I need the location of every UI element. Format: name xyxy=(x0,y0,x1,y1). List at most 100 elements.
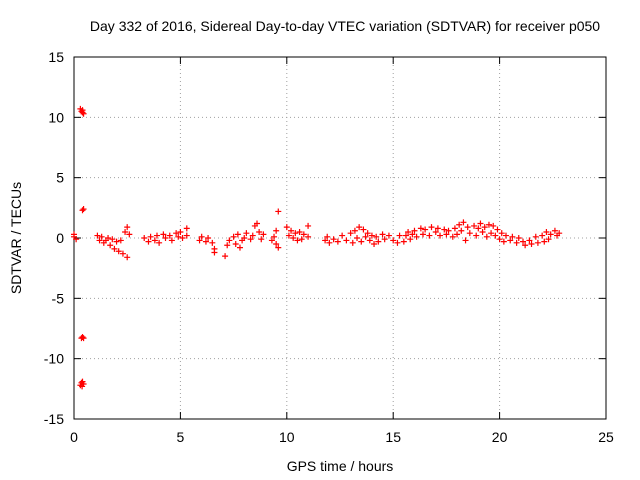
data-point xyxy=(347,230,354,237)
data-point xyxy=(283,224,290,231)
data-point xyxy=(534,239,541,246)
data-point xyxy=(360,226,367,233)
data-point xyxy=(73,236,80,243)
data-point xyxy=(543,228,550,235)
data-point xyxy=(222,253,229,260)
data-point xyxy=(141,235,148,241)
data-point xyxy=(449,233,456,240)
data-point xyxy=(479,228,486,235)
data-point xyxy=(322,237,329,244)
data-point xyxy=(428,224,435,231)
data-point xyxy=(330,236,337,243)
data-point xyxy=(196,237,203,244)
y-tick-label: 0 xyxy=(56,230,64,246)
data-point xyxy=(256,228,263,235)
data-point xyxy=(488,230,495,237)
data-point xyxy=(113,238,120,245)
y-tick-label: -10 xyxy=(44,351,64,367)
data-point xyxy=(285,232,292,239)
data-point xyxy=(462,237,469,244)
data-point xyxy=(241,235,248,241)
data-point xyxy=(160,231,167,238)
data-point xyxy=(492,232,499,239)
data-point xyxy=(211,249,218,256)
data-point xyxy=(79,207,86,214)
data-point xyxy=(545,236,552,243)
data-point xyxy=(556,230,563,237)
data-point xyxy=(119,250,126,257)
x-tick-label: 25 xyxy=(598,429,614,445)
data-point xyxy=(551,227,558,234)
data-point xyxy=(437,232,444,239)
data-point xyxy=(396,232,403,239)
data-point xyxy=(390,237,397,244)
data-point xyxy=(513,239,520,246)
data-point xyxy=(541,238,548,245)
data-point xyxy=(80,335,87,342)
data-point xyxy=(105,235,112,241)
data-point xyxy=(124,224,131,231)
data-point xyxy=(368,232,375,239)
data-point xyxy=(411,227,418,234)
y-tick-label: 10 xyxy=(48,109,64,125)
data-point xyxy=(402,232,409,239)
data-point xyxy=(526,237,533,244)
data-point xyxy=(358,238,365,245)
data-point xyxy=(373,233,380,240)
data-point xyxy=(243,230,250,237)
y-tick-label: 15 xyxy=(48,49,64,65)
y-axis-label: SDTVAR / TECUs xyxy=(8,182,24,294)
data-point xyxy=(183,225,190,232)
data-point xyxy=(111,245,118,252)
data-point xyxy=(71,231,77,238)
data-point xyxy=(339,232,346,239)
data-point xyxy=(79,383,86,390)
data-point xyxy=(153,232,160,239)
data-point xyxy=(473,232,480,239)
data-point xyxy=(124,254,131,261)
data-point xyxy=(539,232,546,239)
data-point xyxy=(230,233,237,240)
data-point xyxy=(234,231,241,238)
data-point xyxy=(300,231,307,238)
data-point xyxy=(273,227,280,234)
data-point xyxy=(209,239,216,246)
data-point xyxy=(168,237,175,244)
data-point xyxy=(349,239,356,246)
data-point xyxy=(162,235,169,241)
data-point xyxy=(379,231,386,238)
data-point xyxy=(394,239,401,246)
data-point xyxy=(443,231,450,238)
data-point xyxy=(96,237,103,244)
data-point xyxy=(409,231,416,238)
data-point xyxy=(356,224,363,231)
data-point xyxy=(451,225,458,232)
data-point xyxy=(426,232,433,239)
data-point xyxy=(294,237,301,244)
data-point xyxy=(298,236,305,243)
data-point xyxy=(400,238,407,245)
data-point xyxy=(464,224,471,231)
data-point xyxy=(381,236,388,243)
data-point xyxy=(354,235,361,241)
data-point xyxy=(547,231,554,238)
data-point xyxy=(432,228,439,235)
data-point xyxy=(520,238,527,245)
data-point xyxy=(466,230,473,237)
data-point xyxy=(532,233,539,240)
data-point xyxy=(494,226,501,233)
data-point xyxy=(375,238,382,245)
data-point xyxy=(334,238,341,245)
data-point xyxy=(364,230,371,237)
data-point xyxy=(98,233,105,240)
grid xyxy=(74,57,606,419)
data-point xyxy=(258,236,265,243)
data-point xyxy=(79,107,86,114)
data-point xyxy=(126,231,133,238)
data-point xyxy=(183,232,190,239)
data-point xyxy=(496,236,503,243)
data-point xyxy=(94,232,101,239)
data-point xyxy=(156,239,163,246)
data-point xyxy=(117,237,124,244)
